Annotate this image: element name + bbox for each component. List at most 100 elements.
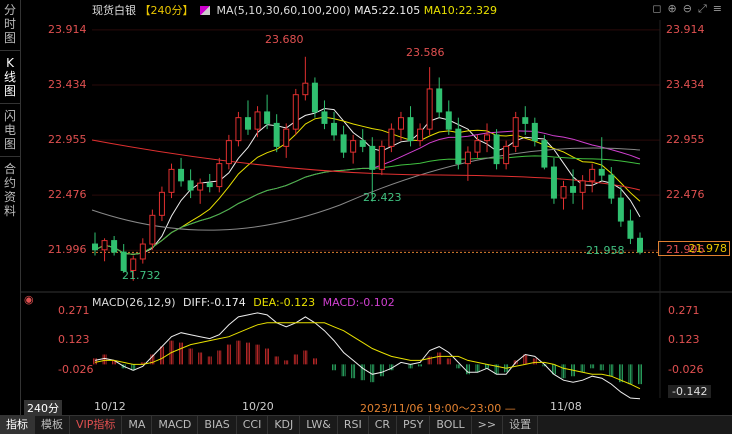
tab-2[interactable]: VIP指标 [70, 416, 123, 434]
tab-4[interactable]: MACD [152, 416, 199, 434]
minus-icon[interactable]: ⊖ [682, 2, 698, 15]
period-button[interactable]: 240分 [24, 400, 62, 416]
window-tools: ◻⊕⊖⤢≡ [652, 2, 728, 16]
macd-tick-right: -0.142 [668, 385, 712, 399]
macd-tick-left: -0.026 [58, 362, 94, 376]
candle-body [292, 94, 299, 130]
candle-body [445, 111, 452, 130]
macd-params[interactable]: MACD(26,12,9) [92, 296, 176, 309]
draw-tool-icon[interactable]: ◻ [652, 2, 668, 15]
ma-settings[interactable]: MA(5,10,30,60,100,200) [216, 4, 351, 17]
ma5-line [94, 107, 641, 255]
instrument-name[interactable]: 现货白银 [92, 4, 136, 17]
candle-body [101, 240, 108, 251]
macd-header: MACD(26,12,9) DIFF:-0.174 DEA:-0.123 MAC… [92, 296, 395, 309]
candle-body [493, 134, 500, 165]
high-annotation-2: 23.586 [406, 46, 445, 59]
candle-body [92, 243, 98, 251]
ma10-line [94, 116, 641, 255]
candle-body [120, 251, 127, 271]
candle-body [474, 140, 481, 153]
candle-body [235, 117, 242, 142]
sidebar-item-2[interactable]: 闪电图 [3, 109, 16, 151]
tab-10[interactable]: CR [369, 416, 398, 434]
candle-body [283, 128, 290, 147]
sidebar-item-3[interactable]: 合约资料 [3, 162, 16, 218]
ma10-value: MA10:22.329 [423, 4, 497, 17]
chart-header: 现货白银 【240分】 MA(5,10,30,60,100,200) MA5:2… [92, 2, 497, 18]
tab-0[interactable]: 指标 [0, 416, 35, 434]
tab-1[interactable]: 模板 [35, 416, 70, 434]
fullscreen-icon[interactable]: ⤢ [697, 2, 713, 15]
add-icon[interactable]: ⊕ [667, 2, 683, 15]
ma100-line [91, 147, 641, 231]
diff-line [94, 312, 641, 400]
date-tick: 10/20 [242, 400, 274, 413]
candle-body [522, 117, 529, 124]
tab-12[interactable]: BOLL [430, 416, 472, 434]
current-price-tag: 21.978 [658, 241, 730, 256]
candle-body [608, 174, 615, 199]
tab-5[interactable]: BIAS [198, 416, 237, 434]
candle-body [168, 168, 175, 193]
candle-body [331, 122, 338, 136]
sidebar-item-0[interactable]: 分时图 [3, 3, 16, 45]
menu-icon[interactable]: ≡ [712, 2, 728, 15]
candle-body [627, 220, 634, 239]
tab-8[interactable]: LW& [300, 416, 338, 434]
candle-body [541, 140, 548, 168]
price-tick-left: 23.434 [48, 78, 87, 92]
candle-body [244, 117, 251, 130]
tab-13[interactable]: >> [472, 416, 504, 434]
low-annotation-1: 21.732 [122, 269, 161, 282]
price-tick-right: 23.434 [666, 78, 705, 92]
candle-body [388, 128, 395, 147]
low-annotation-3: 21.958 [586, 244, 625, 257]
candle-body [350, 140, 357, 153]
candle-body [178, 168, 185, 182]
candle-body [512, 117, 519, 147]
candle-body [225, 140, 232, 165]
price-tick-right: 23.914 [666, 22, 705, 36]
ma-toggle-icon[interactable] [200, 6, 210, 15]
candle-body [503, 145, 510, 165]
macd-value: MACD:-0.102 [322, 296, 395, 309]
tab-9[interactable]: RSI [338, 416, 369, 434]
date-axis: 240分 10/12 10/20 2023/11/06 19:00～23:00 … [20, 400, 732, 416]
candle-body [302, 82, 309, 96]
price-tick-left: 23.914 [48, 22, 87, 36]
candle-body [139, 243, 146, 260]
candle-body [111, 240, 118, 253]
candle-body [598, 168, 605, 176]
tab-14[interactable]: 设置 [503, 416, 539, 434]
tab-6[interactable]: CCI [237, 416, 269, 434]
ma60-line [94, 155, 641, 255]
candle-body [484, 134, 491, 142]
candle-body [369, 145, 376, 170]
tab-3[interactable]: MA [122, 416, 153, 434]
tab-11[interactable]: PSY [397, 416, 431, 434]
ma5-value: MA5:22.105 [354, 4, 421, 17]
tab-7[interactable]: KDJ [268, 416, 301, 434]
candle-body [455, 128, 462, 165]
price-tick-right: 21.996 [666, 243, 705, 257]
indicator-marker-icon[interactable]: ◉ [24, 293, 34, 306]
period-label[interactable]: 【240分】 [139, 4, 194, 17]
candle-body [264, 111, 271, 124]
candle-body [589, 168, 596, 182]
candle-body [254, 111, 261, 130]
candle-body [273, 122, 280, 147]
candle-body [378, 145, 385, 170]
dea-line [94, 322, 641, 390]
candle-body [436, 88, 443, 113]
price-tick-left: 22.955 [48, 133, 87, 147]
candle-body [464, 151, 471, 165]
low-annotation-2: 22.423 [363, 191, 402, 204]
ma200-line [91, 139, 641, 191]
price-tick-right: 22.955 [666, 133, 705, 147]
candle-body [359, 140, 366, 147]
